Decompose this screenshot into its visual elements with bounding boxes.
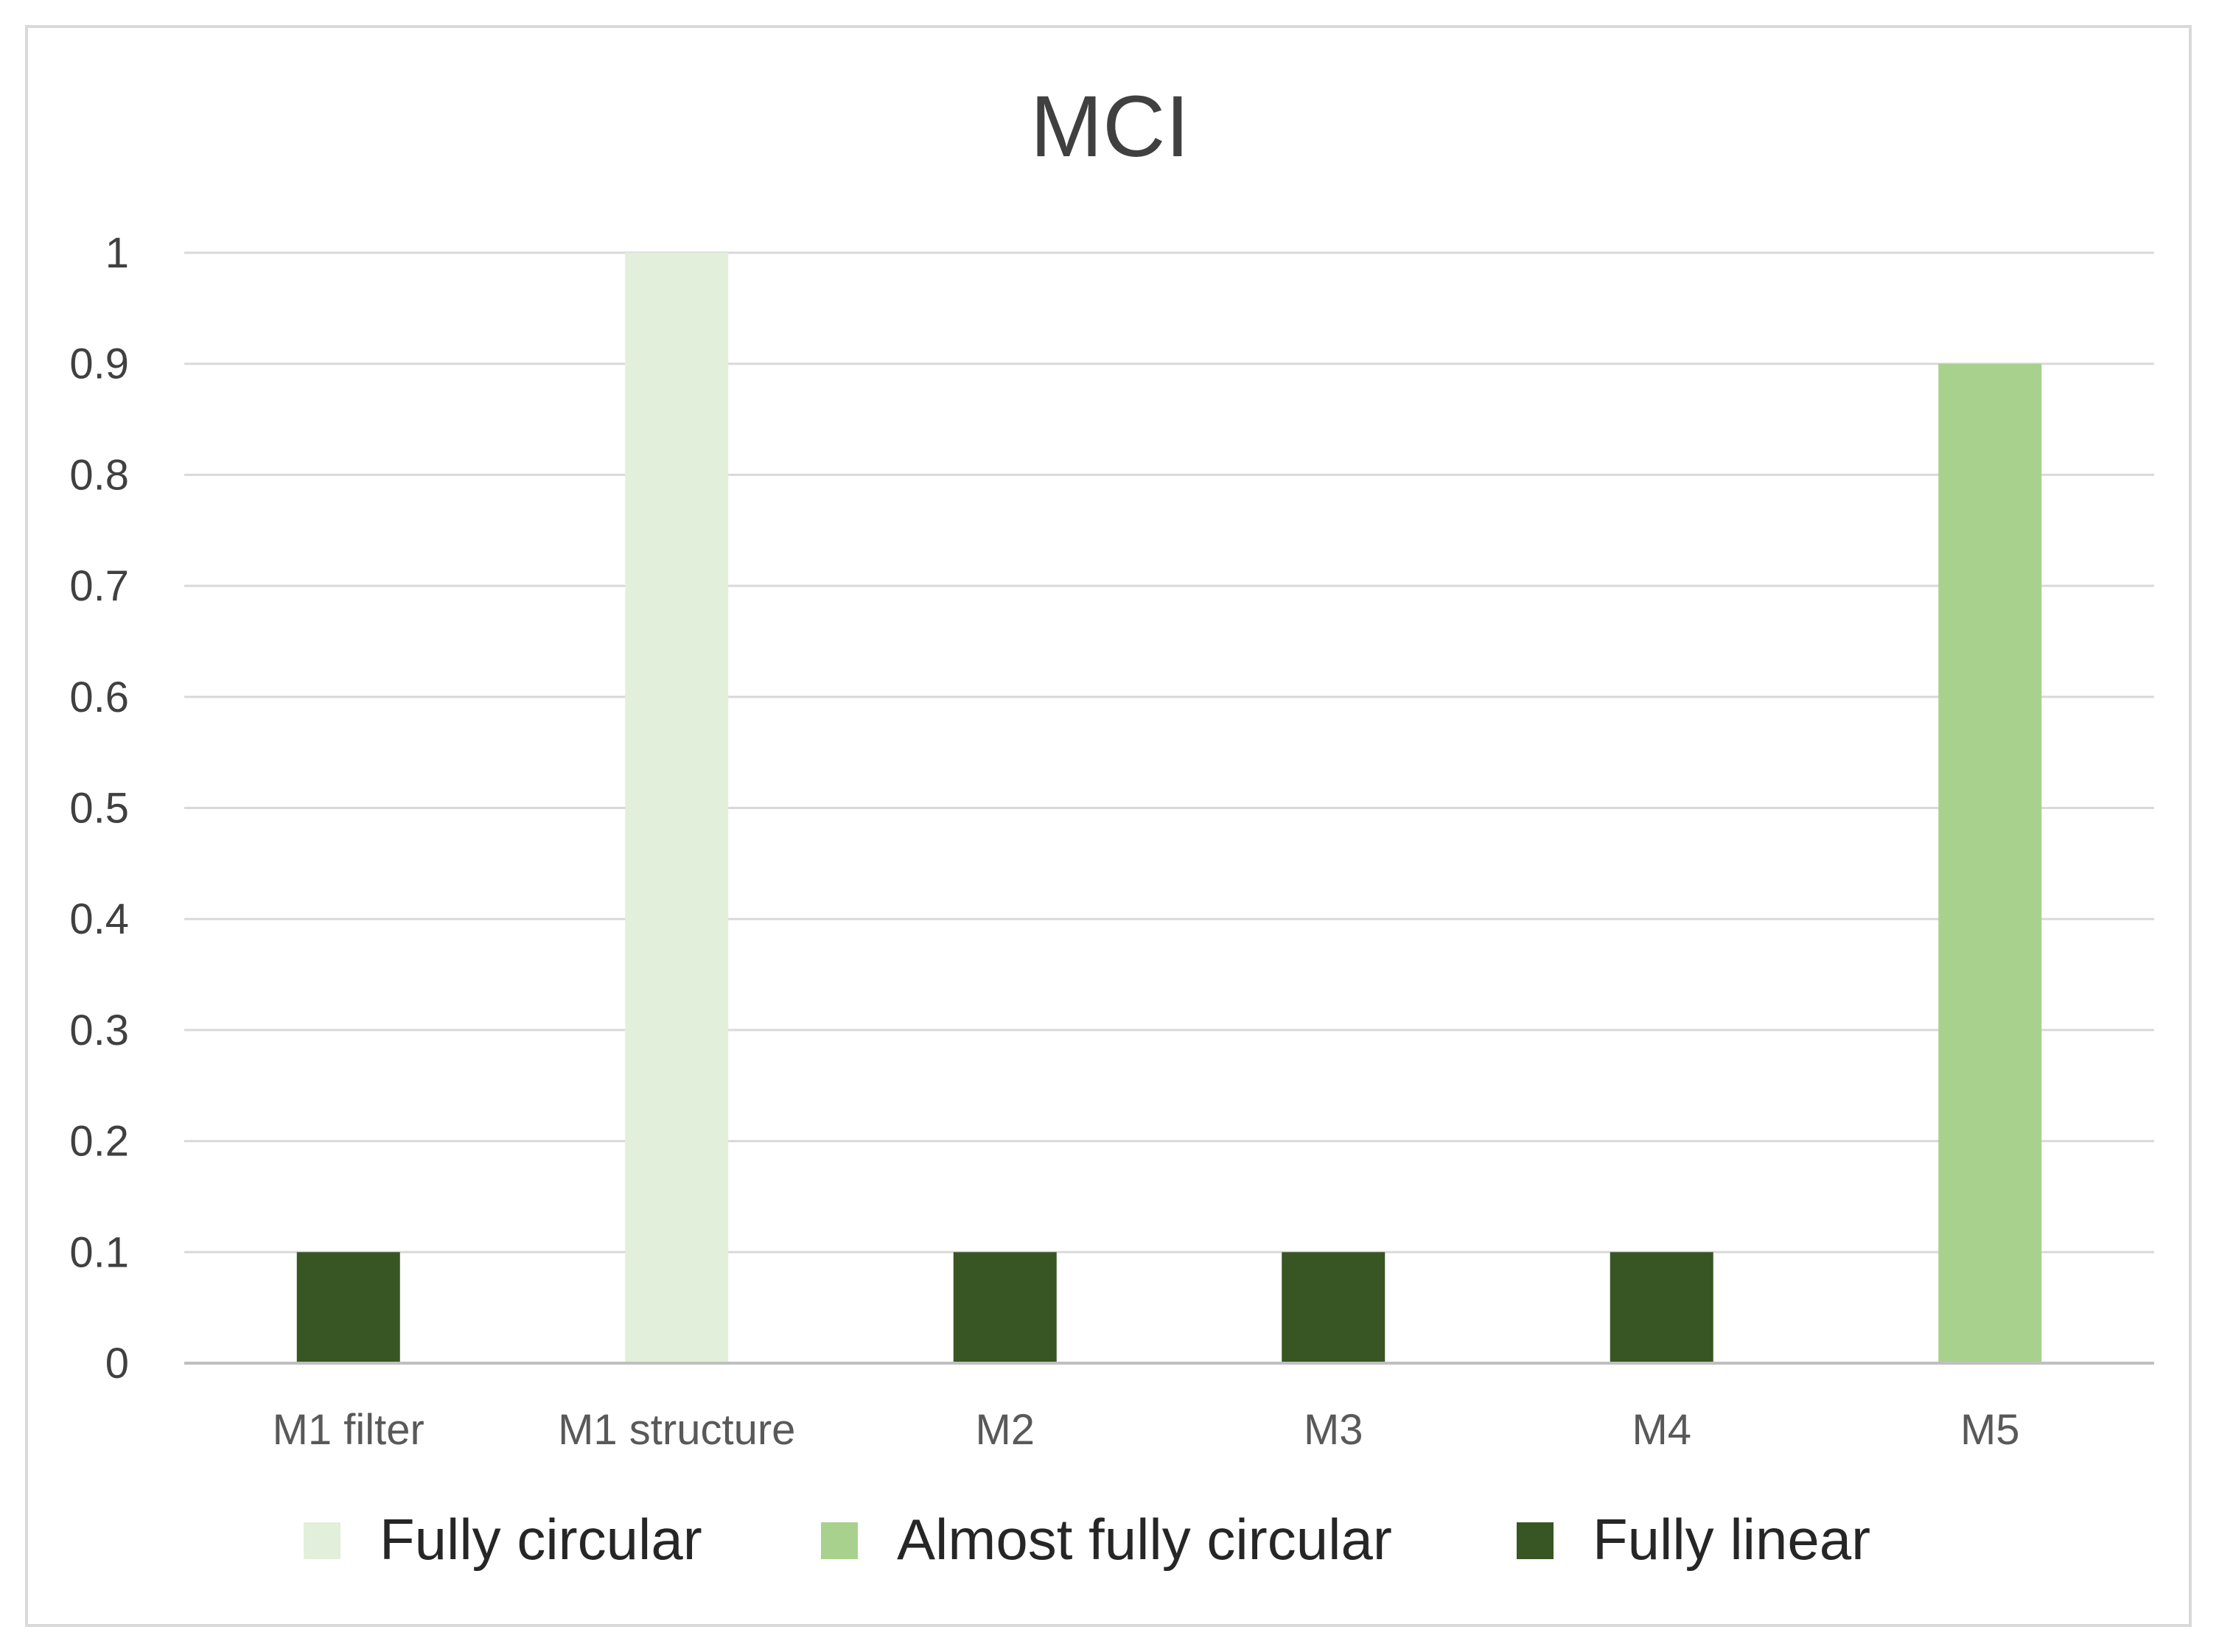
legend-label: Almost fully circular <box>897 1507 1392 1572</box>
x-axis-categories: M1 filter M1 structure M2 M3 M4 M5 <box>273 1406 2020 1454</box>
x-category-label: M4 <box>1632 1406 1691 1454</box>
legend-label: Fully linear <box>1593 1507 1870 1572</box>
bar-m1-structure <box>625 253 729 1363</box>
legend-swatch <box>304 1522 340 1559</box>
x-category-label: M2 <box>975 1406 1035 1454</box>
y-tick-label: 0.8 <box>69 451 129 499</box>
y-axis-ticks: 0 0.1 0.2 0.3 0.4 0.5 0.6 0.7 0.8 0.9 1 <box>69 229 129 1387</box>
y-tick-label: 1 <box>105 229 129 277</box>
legend-label: Fully circular <box>380 1507 702 1572</box>
y-tick-label: 0.9 <box>69 340 129 388</box>
legend-item-fully-circular: Fully circular <box>304 1507 702 1572</box>
legend: Fully circular Almost fully circular Fully… <box>304 1507 1870 1572</box>
y-tick-label: 0.4 <box>69 895 129 943</box>
gridlines <box>184 251 2154 1253</box>
legend-item-fully-linear: Fully linear <box>1517 1507 1870 1572</box>
bars <box>296 253 2042 1364</box>
x-category-label: M1 filter <box>273 1406 424 1454</box>
y-tick-label: 0.2 <box>69 1118 129 1166</box>
bar-m2 <box>953 1252 1057 1363</box>
y-tick-label: 0 <box>105 1340 129 1387</box>
bar-m5 <box>1938 363 2042 1364</box>
legend-swatch <box>1517 1522 1554 1559</box>
legend-item-almost-fully-circular: Almost fully circular <box>821 1507 1392 1572</box>
y-tick-label: 0.5 <box>69 785 129 833</box>
y-tick-label: 0.7 <box>69 562 129 610</box>
y-tick-label: 0.6 <box>69 673 129 721</box>
bar-m4 <box>1610 1252 1713 1363</box>
x-category-label: M5 <box>1960 1406 2020 1454</box>
y-tick-label: 0.1 <box>69 1228 129 1276</box>
bar-m1-filter <box>296 1252 400 1363</box>
x-category-label: M1 structure <box>558 1406 795 1454</box>
legend-swatch <box>821 1522 858 1559</box>
chart-title: MCI <box>1030 78 1189 175</box>
x-category-label: M3 <box>1304 1406 1363 1454</box>
bar-m3 <box>1282 1252 1385 1363</box>
y-tick-label: 0.3 <box>69 1007 129 1054</box>
